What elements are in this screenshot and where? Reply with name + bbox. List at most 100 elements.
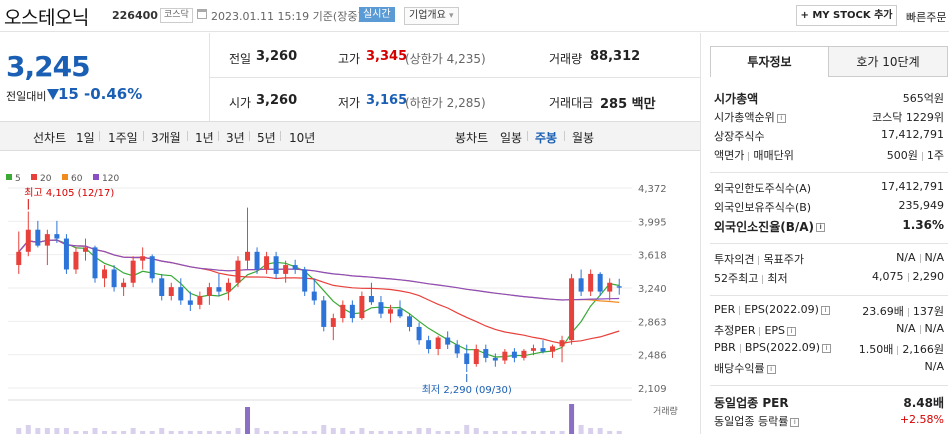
open-label: 시가 bbox=[229, 96, 252, 110]
volume-bar bbox=[330, 428, 336, 434]
unit-label: 매매단위 bbox=[753, 149, 794, 162]
open-value: 3,260 bbox=[256, 93, 298, 108]
candle-body bbox=[340, 304, 346, 319]
pbr-row: PBR BPS(2022.09) i 1.50배 2,166원 bbox=[714, 341, 944, 359]
calendar-icon bbox=[197, 9, 207, 19]
volume-bar bbox=[311, 431, 317, 434]
tab-daily[interactable]: 일봉 bbox=[500, 131, 523, 145]
y-tick-label: 3,995 bbox=[638, 217, 667, 228]
tab-5y[interactable]: 5년 bbox=[257, 131, 276, 145]
info-icon[interactable]: i bbox=[816, 223, 826, 232]
legend-swatch bbox=[6, 174, 12, 180]
tab-1w[interactable]: 1주일 bbox=[108, 131, 138, 145]
market-cap-value: 565억원 bbox=[902, 92, 944, 105]
info-icon[interactable]: i bbox=[790, 417, 800, 427]
tab-investment-info[interactable]: 투자정보 bbox=[710, 46, 829, 77]
volume-bar bbox=[569, 404, 575, 434]
volume-bar bbox=[92, 428, 98, 434]
listed-shares-label: 상장주식수 bbox=[714, 130, 765, 143]
tab-separator bbox=[99, 131, 100, 141]
candle-body bbox=[464, 353, 470, 365]
candle-body bbox=[330, 318, 336, 327]
info-icon[interactable]: i bbox=[787, 326, 797, 336]
volume-bar bbox=[454, 431, 460, 434]
info-icon[interactable]: i bbox=[820, 305, 830, 315]
candle-body bbox=[206, 287, 212, 296]
dividend-row: 배당수익률 i N/A bbox=[714, 360, 944, 378]
candle-body bbox=[73, 251, 79, 270]
volume-bar bbox=[168, 431, 174, 434]
tab-3m[interactable]: 3개월 bbox=[151, 131, 181, 145]
listed-shares-value: 17,412,791 bbox=[881, 128, 944, 141]
volume-bar bbox=[149, 431, 155, 434]
candle-body bbox=[273, 256, 279, 274]
candle-body bbox=[159, 278, 165, 296]
change-label: 전일대비 bbox=[6, 90, 47, 103]
tab-1y[interactable]: 1년 bbox=[195, 131, 214, 145]
est-eps-value: N/A bbox=[924, 322, 944, 335]
volume-bar bbox=[235, 428, 241, 434]
per-row: PER EPS(2022.09) i 23.69배 137원 bbox=[714, 303, 944, 321]
candle-body bbox=[397, 309, 403, 317]
legend-label: 5 bbox=[15, 174, 21, 184]
y-tick-label: 3,618 bbox=[638, 251, 667, 262]
per-value: 23.69배 bbox=[862, 305, 904, 318]
target-value: N/A bbox=[924, 251, 944, 264]
line-chart-label: 선차트 bbox=[33, 131, 67, 145]
volume-bar bbox=[445, 431, 451, 434]
candle-body bbox=[435, 337, 441, 350]
chart-tab-bar bbox=[0, 121, 700, 151]
volume-bar bbox=[368, 431, 374, 434]
pbr-value: 1.50배 bbox=[858, 343, 894, 356]
candle-body bbox=[368, 295, 374, 303]
candle-body bbox=[416, 326, 422, 341]
candle-body bbox=[387, 309, 393, 314]
volume-bar bbox=[511, 431, 517, 434]
volume-bar bbox=[302, 431, 308, 434]
volume-bar bbox=[387, 431, 393, 434]
candle-body bbox=[283, 265, 289, 274]
volume-bar bbox=[426, 428, 432, 434]
tab-separator bbox=[280, 131, 281, 141]
candle-body bbox=[511, 351, 517, 358]
tab-monthly[interactable]: 월봉 bbox=[572, 131, 595, 145]
candle-body bbox=[235, 260, 241, 283]
volume-bar bbox=[578, 425, 584, 434]
info-icon[interactable]: i bbox=[766, 364, 776, 374]
add-mystock-button[interactable]: + MY STOCK 추가 bbox=[796, 5, 897, 26]
par-label: 액면가 bbox=[714, 149, 745, 162]
candle-body bbox=[492, 357, 498, 361]
divider bbox=[710, 243, 948, 244]
volume-bar bbox=[121, 431, 127, 434]
tab-hoga-10[interactable]: 호가 10단계 bbox=[828, 46, 948, 77]
corp-info-dropdown[interactable]: 기업개요 ▾ bbox=[404, 7, 459, 25]
candle-body bbox=[311, 291, 317, 301]
candle-body bbox=[521, 350, 527, 358]
tab-separator bbox=[564, 131, 565, 141]
volume-bar bbox=[540, 431, 546, 434]
info-icon[interactable]: i bbox=[776, 113, 786, 123]
foreign-ratio-label: 외국인소진율(B/A) bbox=[714, 220, 815, 234]
volume-bar bbox=[283, 431, 289, 434]
volume-label: 거래량 bbox=[653, 405, 678, 417]
ma-line-5 bbox=[18, 239, 620, 358]
tab-separator bbox=[187, 131, 188, 141]
ma-line-20 bbox=[18, 239, 620, 345]
tab-3y[interactable]: 3년 bbox=[226, 131, 245, 145]
info-icon[interactable]: i bbox=[822, 343, 832, 353]
foreign-ratio-row: 외국인소진율(B/A) i 1.36% bbox=[714, 218, 944, 236]
volume-bar bbox=[54, 428, 60, 434]
quick-order-link[interactable]: 빠른주문 bbox=[906, 11, 947, 24]
tab-1d[interactable]: 1일 bbox=[76, 131, 95, 145]
down-triangle-icon bbox=[47, 89, 59, 100]
market-cap-label: 시가총액 bbox=[714, 92, 759, 106]
candle-body bbox=[559, 340, 565, 347]
tab-weekly[interactable]: 주봉 bbox=[535, 131, 558, 145]
y-tick-label: 3,240 bbox=[638, 284, 667, 295]
candle-body bbox=[102, 269, 108, 279]
volume-bar bbox=[130, 428, 136, 434]
volume-bar bbox=[416, 428, 422, 434]
tab-10y[interactable]: 10년 bbox=[289, 131, 316, 145]
prev-close-value: 3,260 bbox=[256, 49, 298, 64]
volume-bar bbox=[197, 431, 203, 434]
